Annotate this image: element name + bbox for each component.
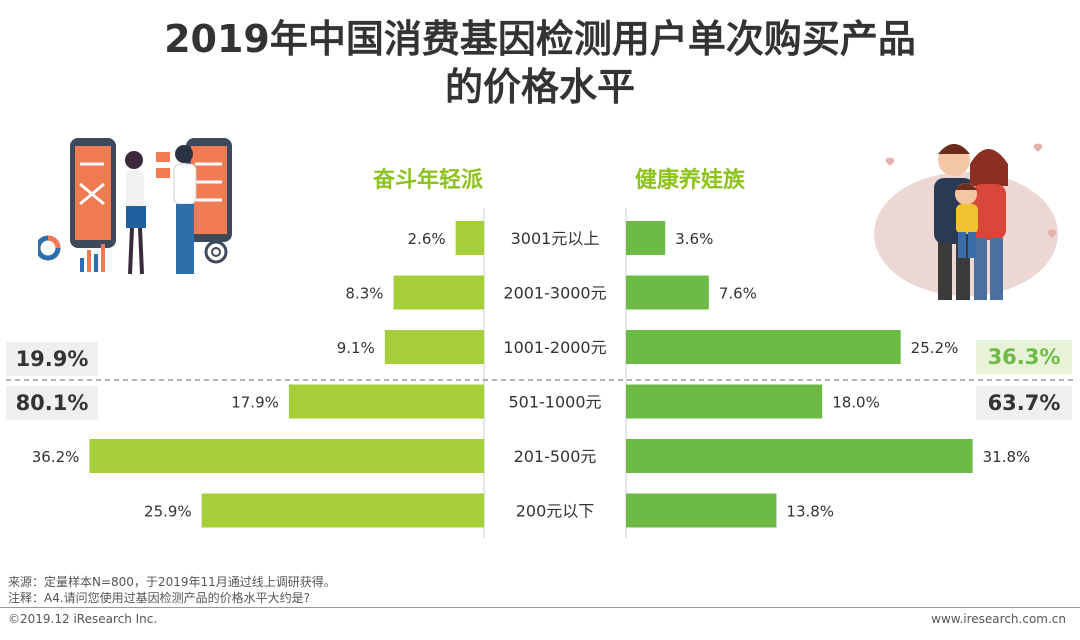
copyright: ©2019.12 iResearch Inc. [8, 612, 158, 626]
category-label: 2001-3000元 [503, 284, 606, 303]
right-bar-value: 25.2% [911, 339, 959, 357]
left-bar-value: 17.9% [231, 394, 279, 412]
source-note: 来源：定量样本N=800，于2019年11月通过线上调研获得。 [8, 575, 336, 589]
right-bar [626, 221, 666, 255]
left-top-share: 19.9% [6, 342, 98, 376]
right-bar-value: 31.8% [983, 448, 1031, 466]
left-bar [288, 384, 484, 419]
right-bar [626, 384, 823, 419]
category-label: 1001-2000元 [503, 338, 606, 357]
left-bar [201, 493, 484, 528]
question-note: 注释：A4.请问您使用过基因检测产品的价格水平大约是? [8, 591, 311, 605]
left-bottom-share: 80.1% [6, 386, 98, 420]
chart-title-line1: 2019年中国消费基因检测用户单次购买产品 [164, 17, 916, 61]
left-group-label: 奋斗年轻派 [372, 168, 483, 193]
family-illustration-icon [874, 143, 1058, 300]
left-bar [393, 275, 484, 310]
footer-divider [0, 607, 1080, 608]
right-bar-value: 7.6% [719, 285, 757, 303]
left-bar-value: 9.1% [337, 339, 375, 357]
right-bar-value: 18.0% [832, 394, 880, 412]
right-group-label: 健康养娃族 [634, 168, 745, 193]
left-bar [455, 221, 484, 255]
right-bar-value: 3.6% [675, 230, 713, 248]
website: www.iresearch.com.cn [931, 612, 1066, 626]
right-bar [626, 439, 973, 473]
right-top-share: 36.3% [976, 340, 1072, 374]
office-people-illustration-icon [38, 138, 232, 275]
left-bar [384, 330, 484, 364]
right-bar [626, 493, 777, 528]
left-bar-value: 8.3% [345, 285, 383, 303]
right-bar-value: 13.8% [786, 503, 834, 521]
left-bar-value: 25.9% [144, 503, 192, 521]
right-bar [626, 330, 901, 364]
chart-title-line2: 的价格水平 [444, 65, 635, 109]
category-label: 200元以下 [516, 502, 595, 521]
right-bottom-share: 63.7% [976, 386, 1072, 420]
left-bar-value: 2.6% [408, 230, 446, 248]
category-label: 501-1000元 [508, 393, 601, 412]
right-bar [626, 275, 709, 310]
category-label: 201-500元 [514, 447, 597, 466]
left-bar [89, 439, 485, 473]
left-bar-value: 36.2% [32, 448, 80, 466]
category-label: 3001元以上 [511, 229, 600, 248]
